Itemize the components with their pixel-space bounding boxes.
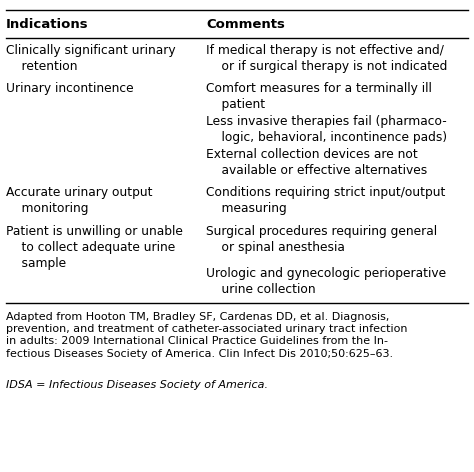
Text: Less invasive therapies fail (pharmaco-
    logic, behavioral, incontinence pads: Less invasive therapies fail (pharmaco- … [206, 115, 447, 144]
Text: Comments: Comments [206, 17, 285, 31]
Text: Indications: Indications [6, 17, 88, 31]
Text: Surgical procedures requiring general
    or spinal anesthesia: Surgical procedures requiring general or… [206, 225, 438, 253]
Text: If medical therapy is not effective and/
    or if surgical therapy is not indic: If medical therapy is not effective and/… [206, 44, 447, 73]
Text: Urinary incontinence: Urinary incontinence [6, 82, 133, 95]
Text: Clinically significant urinary
    retention: Clinically significant urinary retention [6, 44, 175, 73]
Text: Conditions requiring strict input/output
    measuring: Conditions requiring strict input/output… [206, 186, 446, 215]
Text: External collection devices are not
    available or effective alternatives: External collection devices are not avai… [206, 148, 428, 177]
Text: Urologic and gynecologic perioperative
    urine collection: Urologic and gynecologic perioperative u… [206, 267, 447, 296]
Text: Adapted from Hooton TM, Bradley SF, Cardenas DD, et al. Diagnosis,
prevention, a: Adapted from Hooton TM, Bradley SF, Card… [6, 312, 407, 359]
Text: IDSA = Infectious Diseases Society of America.: IDSA = Infectious Diseases Society of Am… [6, 380, 268, 390]
Text: Accurate urinary output
    monitoring: Accurate urinary output monitoring [6, 186, 152, 215]
Text: Comfort measures for a terminally ill
    patient: Comfort measures for a terminally ill pa… [206, 82, 432, 111]
Text: Patient is unwilling or unable
    to collect adequate urine
    sample: Patient is unwilling or unable to collec… [6, 225, 182, 270]
